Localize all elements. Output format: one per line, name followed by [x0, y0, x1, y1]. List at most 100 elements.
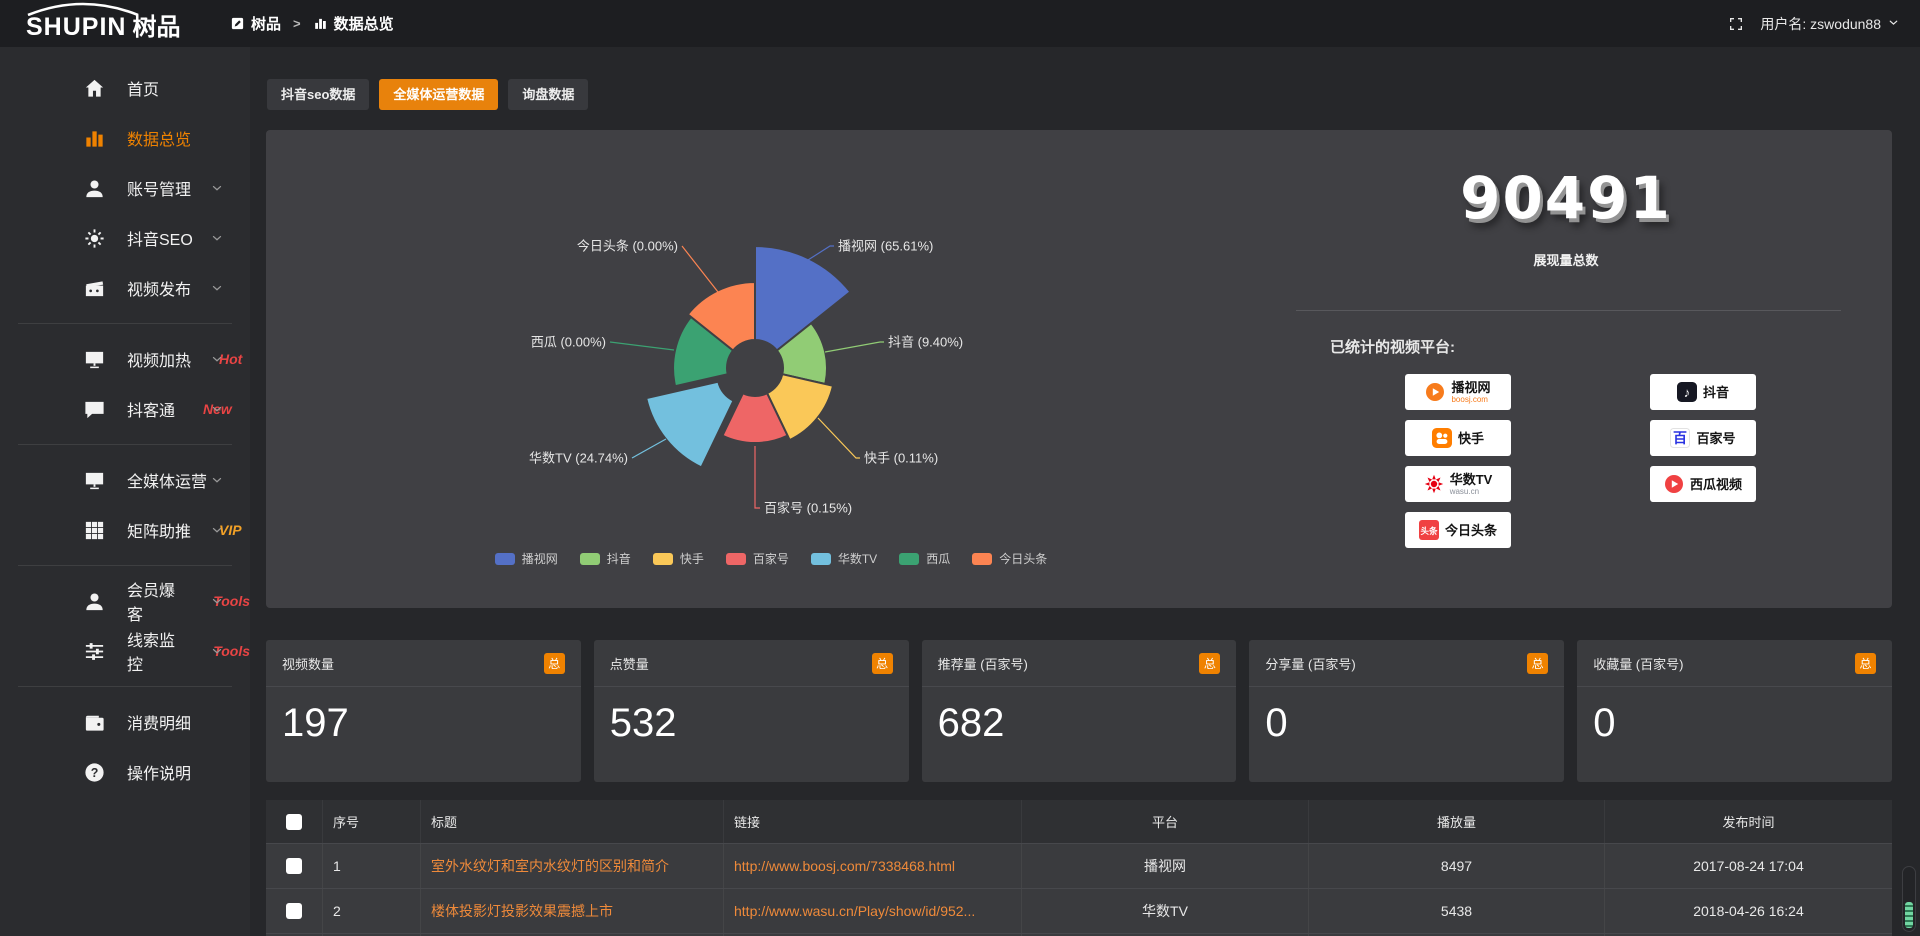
cell-link[interactable]: http://www.wasu.cn/Play/show/id/952...	[723, 889, 1021, 933]
gear-icon	[83, 226, 107, 250]
breadcrumb-label: 树品	[251, 16, 282, 33]
legend-item-1[interactable]: 抖音	[579, 550, 631, 567]
stat-card-header: 视频数量 总	[266, 640, 581, 687]
stat-card-2: 推荐量 (百家号) 总 682	[921, 640, 1237, 782]
legend-item-4[interactable]: 华数TV	[810, 550, 878, 567]
question-icon: ?	[83, 760, 107, 784]
table-header-1: 标题	[420, 800, 723, 843]
platform-sub: boosj.com	[1451, 394, 1488, 404]
pie-slice-3[interactable]	[721, 391, 789, 445]
table-row-0: 1 室外水纹灯和室内水纹灯的区别和简介 http://www.boosj.com/7…	[266, 843, 1892, 888]
sidebar-item-label: 会员爆客	[127, 583, 176, 624]
pie-label-leader-3	[754, 446, 760, 509]
pie-slice-5[interactable]	[672, 315, 735, 388]
platform-card-3: 头条 今日头条	[1405, 512, 1511, 548]
svg-text:头条: 头条	[1420, 526, 1438, 536]
bar-chart-icon	[313, 16, 328, 31]
chevron-down-icon	[210, 352, 224, 366]
legend-item-2[interactable]: 快手	[652, 550, 704, 567]
breadcrumb-item-1[interactable]: 数据总览	[313, 13, 394, 34]
select-all-checkbox[interactable]	[286, 813, 302, 830]
breadcrumb-item-0[interactable]: 树品	[230, 13, 281, 34]
kuaishou-logo	[1431, 428, 1452, 448]
cell-link[interactable]: http://www.boosj.com/7338468.html	[723, 844, 1021, 888]
cell-title[interactable]: 楼体投影灯投影效果震撼上市	[420, 889, 723, 933]
stat-card-value: 197	[282, 701, 349, 745]
sidebar-item-grid[interactable]: 矩阵助推 VIP	[0, 505, 250, 555]
tab-2[interactable]: 询盘数据	[508, 79, 589, 110]
home-icon	[83, 76, 107, 100]
sidebar-item-question[interactable]: ? 操作说明	[0, 747, 250, 797]
sidebar-item-chat[interactable]: 抖客通 New	[0, 384, 250, 434]
cell-title[interactable]: 室外水纹灯和室内水纹灯的区别和简介	[420, 844, 723, 888]
platform-name: 抖音	[1702, 384, 1729, 400]
fullscreen-icon[interactable]	[1728, 16, 1744, 32]
sidebar-item-label: 操作说明	[127, 766, 192, 783]
legend-item-6[interactable]: 今日头条	[972, 550, 1047, 567]
platform-card-text: 快手	[1458, 432, 1484, 445]
sidebar-item-person[interactable]: 会员爆客 Tools	[0, 576, 250, 626]
table-row-1: 2 楼体投影灯投影效果震撼上市 http://www.wasu.cn/Play/sh…	[266, 888, 1892, 933]
sidebar-item-label: 首页	[127, 82, 160, 99]
chat-icon	[83, 397, 107, 421]
logo-arc	[27, 2, 139, 16]
tab-1-active[interactable]: 全媒体运营数据	[379, 79, 499, 110]
topbar: SHUPIN 树品 树品 > 数据总览 用户名: zswodun88	[0, 0, 1920, 47]
sidebar-item-label: 线索监控	[127, 633, 176, 674]
breadcrumb-separator: >	[293, 16, 301, 31]
sidebar-item-screen[interactable]: 视频加热 Hot	[0, 334, 250, 384]
breadcrumb: 树品 > 数据总览	[230, 13, 394, 34]
pie-label-0: 播视网 (65.61%)	[838, 239, 933, 254]
row-checkbox[interactable]	[286, 858, 302, 874]
cell-platform: 华数TV	[1021, 889, 1308, 933]
row-checkbox[interactable]	[286, 903, 302, 919]
chevron-down-icon	[210, 644, 224, 658]
cell-time: 2018-04-26 16:24	[1604, 889, 1892, 933]
total-impressions-value: 90491	[1460, 164, 1672, 232]
pie-slice-0[interactable]	[754, 244, 852, 352]
platform-card-text: 播视网 boosj.com	[1451, 381, 1490, 404]
legend-label: 华数TV	[837, 552, 878, 566]
pie-slice-4[interactable]	[645, 380, 735, 469]
pie-slice-6[interactable]	[686, 280, 756, 352]
pie-slice-1[interactable]	[775, 321, 828, 386]
chevron-down-icon	[210, 473, 224, 487]
pie-slice-2[interactable]	[765, 373, 835, 442]
chevron-down-icon	[1887, 16, 1900, 32]
checkbox-cell	[266, 844, 322, 888]
user-menu[interactable]: 用户名: zswodun88	[1760, 14, 1900, 34]
topbar-right: 用户名: zswodun88	[1728, 14, 1920, 34]
pie-label-6: 今日头条 (0.00%)	[577, 239, 678, 254]
chevron-down-icon	[210, 594, 224, 608]
platform-name: 百家号	[1696, 430, 1736, 446]
sidebar-item-wallet[interactable]: 消费明细	[0, 697, 250, 747]
sidebar-item-home[interactable]: 首页	[0, 63, 250, 113]
sidebar-item-sliders[interactable]: 线索监控 Tools	[0, 626, 250, 676]
legend-item-0[interactable]: 播视网	[494, 550, 558, 567]
sidebar-item-gear[interactable]: 抖音SEO	[0, 213, 250, 263]
cell-index: 1	[322, 844, 420, 888]
platform-card-text: 抖音	[1703, 386, 1729, 399]
legend-swatch	[652, 552, 673, 565]
scrollbar[interactable]	[1902, 866, 1916, 932]
table-header-4: 播放量	[1308, 800, 1604, 843]
chevron-down-icon	[210, 231, 224, 245]
svg-text:?: ?	[91, 765, 99, 779]
platform-card-text: 西瓜视频	[1690, 478, 1742, 491]
app-logo[interactable]: SHUPIN 树品	[0, 0, 230, 47]
sidebar-item-video[interactable]: 视频发布	[0, 263, 250, 313]
legend-item-3[interactable]: 百家号	[725, 550, 789, 567]
table-header-3: 平台	[1021, 800, 1308, 843]
pie-label-leader-0	[807, 245, 834, 261]
tab-0[interactable]: 抖音seo数据	[267, 79, 370, 110]
sidebar-item-label: 数据总览	[127, 132, 192, 149]
sidebar-item-bar-chart[interactable]: 数据总览	[0, 113, 250, 163]
videos-table: 序号 标题 链接 平台 播放量 发布时间 1 室外水纹灯和室内水纹灯的区别和简介 http://…	[266, 800, 1892, 936]
sidebar-item-user[interactable]: 账号管理	[0, 163, 250, 213]
sidebar-item-monitor[interactable]: 全媒体运营	[0, 455, 250, 505]
logo-text-en: SHUPIN	[26, 13, 127, 41]
legend-item-5[interactable]: 西瓜	[899, 550, 950, 567]
boosj-logo	[1425, 382, 1445, 402]
scrollbar-thumb[interactable]	[1905, 902, 1913, 928]
user-icon	[83, 176, 107, 200]
